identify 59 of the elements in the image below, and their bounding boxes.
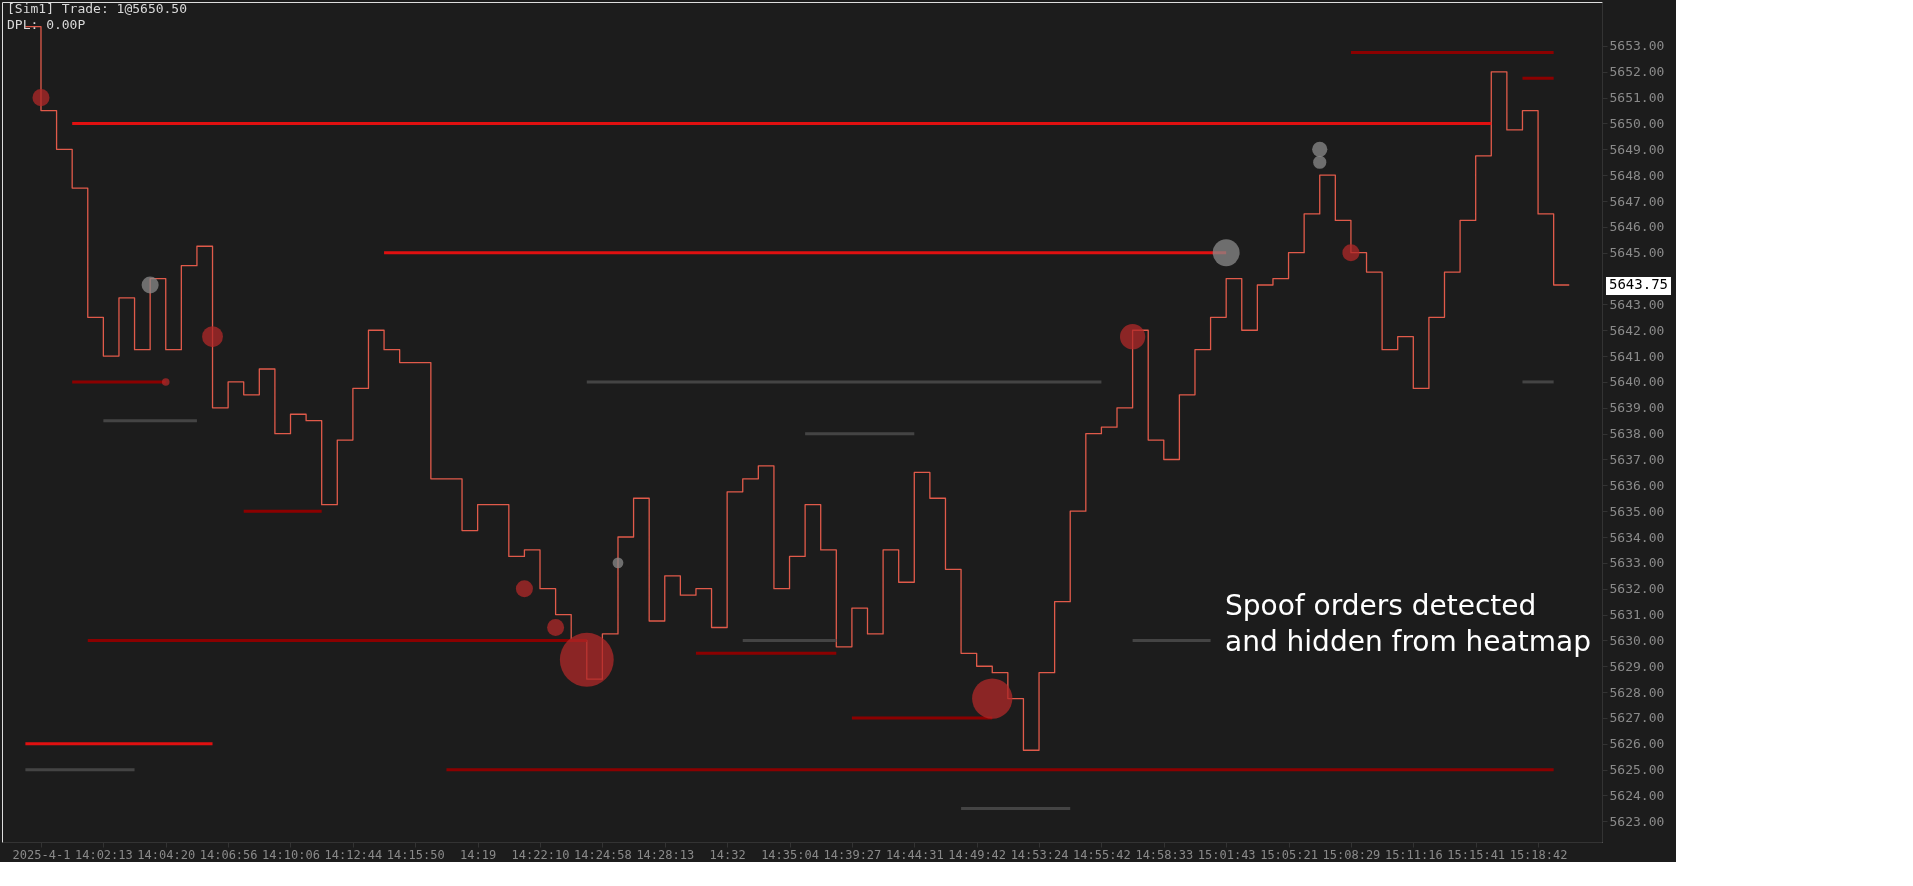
x-tick-label: 14:06:56 <box>199 847 258 862</box>
y-tick-label: 5643.00 <box>1609 296 1665 312</box>
x-tick-label: 2025-4-1 <box>12 847 71 862</box>
x-tick-label: 14:04:20 <box>137 847 196 862</box>
x-tick-label: 15:08:29 <box>1322 847 1381 862</box>
y-tick-label: 5637.00 <box>1609 451 1665 467</box>
y-tick-label: 5640.00 <box>1609 374 1665 390</box>
y-tick-label: 5642.00 <box>1609 322 1665 338</box>
x-tick-label: 14:58:33 <box>1135 847 1194 862</box>
y-tick-label: 5648.00 <box>1609 167 1665 183</box>
x-tick-label: 14:32 <box>709 847 746 862</box>
y-tick-label: 5623.00 <box>1609 813 1665 829</box>
y-tick-label: 5638.00 <box>1609 426 1665 442</box>
y-tick-label: 5650.00 <box>1609 115 1665 131</box>
y-tick-label: 5636.00 <box>1609 477 1665 493</box>
y-tick-label: 5639.00 <box>1609 400 1665 416</box>
x-tick-label: 14:19 <box>460 847 497 862</box>
y-tick-label: 5646.00 <box>1609 219 1665 235</box>
x-tick-label: 14:53:24 <box>1010 847 1069 862</box>
x-tick-label: 14:15:50 <box>386 847 445 862</box>
y-tick-label: 5626.00 <box>1609 736 1665 752</box>
annotation: DPL: 0.00P <box>7 17 86 32</box>
x-tick-label: 15:11:16 <box>1384 847 1443 862</box>
y-tick-label: 5631.00 <box>1609 607 1665 623</box>
y-tick-label: 5629.00 <box>1609 658 1665 674</box>
y-tick-label: 5634.00 <box>1609 529 1665 545</box>
y-tick-label: 5641.00 <box>1609 348 1665 364</box>
annotation: Spoof orders detected and hidden from heatmap <box>1225 589 1591 659</box>
x-tick-label: 15:01:43 <box>1197 847 1256 862</box>
y-tick-label: 5653.00 <box>1609 38 1665 54</box>
y-tick-label: 5651.00 <box>1609 90 1665 106</box>
x-tick-label: 14:44:31 <box>885 847 944 862</box>
y-tick-label: 5645.00 <box>1609 245 1665 261</box>
y-tick-label: 5649.00 <box>1609 141 1665 157</box>
x-tick-label: 14:02:13 <box>74 847 133 862</box>
y-tick-label: 5630.00 <box>1609 632 1665 648</box>
x-tick-label: 14:24:58 <box>573 847 632 862</box>
x-tick-label: 14:22:10 <box>511 847 570 862</box>
x-tick-label: 14:12:44 <box>324 847 383 862</box>
text: 5643.75 <box>1609 276 1669 292</box>
x-tick-label: 14:55:42 <box>1073 847 1131 862</box>
x-tick-label: 15:05:21 <box>1260 847 1318 862</box>
x-tick-label: 15:18:42 <box>1509 847 1568 862</box>
y-tick-label: 5652.00 <box>1609 64 1665 80</box>
x-tick-label: 14:28:13 <box>636 847 695 862</box>
y-tick-label: 5624.00 <box>1609 787 1665 803</box>
y-tick-label: 5633.00 <box>1609 555 1665 571</box>
x-tick-label: 14:39:27 <box>823 847 882 862</box>
y-tick-label: 5625.00 <box>1609 762 1665 778</box>
y-tick-label: 5647.00 <box>1609 193 1665 209</box>
annotation: [Sim1] Trade: 1@5650.50 <box>7 1 188 16</box>
x-tick-label: 14:49:42 <box>948 847 1007 862</box>
y-tick-label: 5627.00 <box>1609 710 1665 726</box>
x-tick-label: 15:15:41 <box>1447 847 1506 862</box>
x-tick-label: 14:10:06 <box>262 847 320 862</box>
y-tick-label: 5628.00 <box>1609 684 1665 700</box>
y-tick-label: 5632.00 <box>1609 581 1665 597</box>
y-tick-label: 5635.00 <box>1609 503 1665 519</box>
x-tick-label: 14:35:04 <box>761 847 819 862</box>
